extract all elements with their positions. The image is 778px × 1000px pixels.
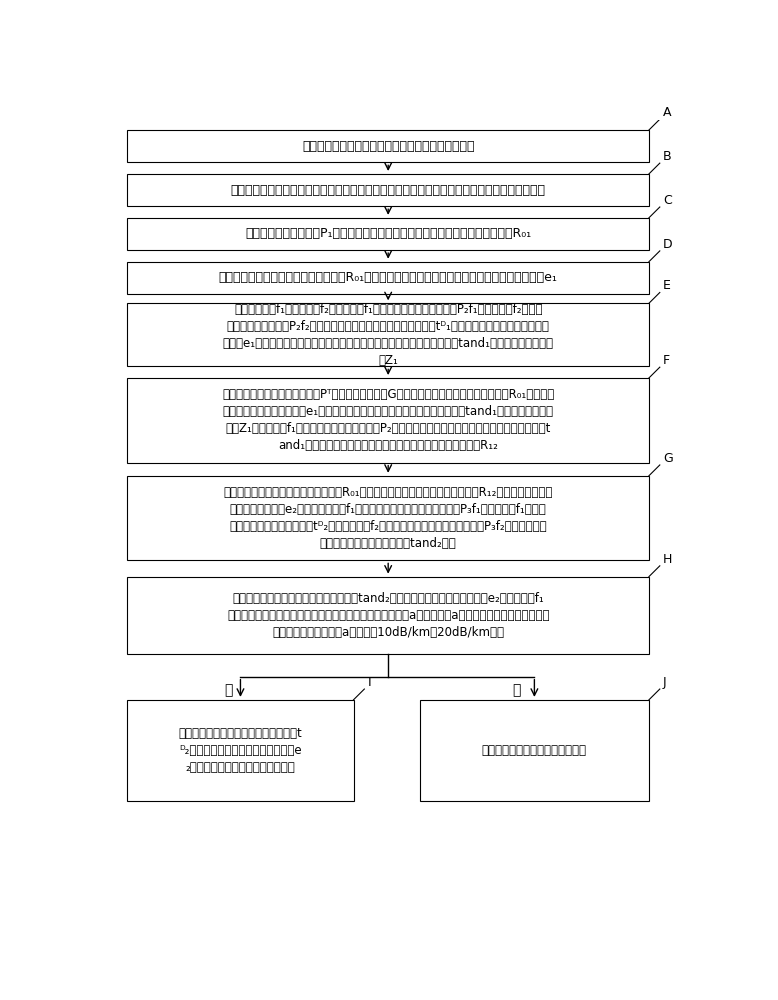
Bar <box>128 218 649 250</box>
Bar <box>128 130 649 162</box>
Bar <box>128 262 649 294</box>
Text: H: H <box>663 553 672 566</box>
Text: E: E <box>663 279 671 292</box>
Text: 由接收天线接收由火星表面返回的所述双频雷达信号的回波信号，由该回波信号中提取多个参数: 由接收天线接收由火星表面返回的所述双频雷达信号的回波信号，由该回波信号中提取多个… <box>230 184 545 197</box>
Text: 是: 是 <box>224 683 233 697</box>
Bar <box>128 303 649 366</box>
Bar <box>128 577 649 654</box>
Text: F: F <box>663 354 670 367</box>
Bar <box>420 700 649 801</box>
Text: 根据雷达波在火星表面产生的反射系数R₀₁和雷达波在火星次表面产生的反射系数R₁₂，求得火星次表层
介质相对介电常数e₂；根据第一频率f₁的第三个回波的雷达回波信: 根据雷达波在火星表面产生的反射系数R₀₁和雷达波在火星次表面产生的反射系数R₁₂… <box>223 486 553 550</box>
Text: J: J <box>663 676 667 689</box>
Bar <box>128 700 353 801</box>
Text: G: G <box>663 452 672 465</box>
Bar <box>128 378 649 463</box>
Bar <box>128 476 649 560</box>
Text: A: A <box>663 106 671 119</box>
Text: 根据第一频率f₁、第二频率f₂、第一频率f₁的雷达次表面回波信号幅度P₂f₁、第二频率f₂的雷达
次表面回波信号幅度P₂f₂、雷达波在火星表面覆盖层中的传播延时: 根据第一频率f₁、第二频率f₂、第一频率f₁的雷达次表面回波信号幅度P₂f₁、第… <box>223 303 554 367</box>
Text: B: B <box>663 150 671 163</box>
Text: D: D <box>663 238 672 251</box>
Text: 根据雷达波在火星表面产生的反射系数R₀₁，按照以下公式求得火星表面覆盖层介质相对介电常数e₁: 根据雷达波在火星表面产生的反射系数R₀₁，按照以下公式求得火星表面覆盖层介质相对… <box>219 271 558 284</box>
Text: 否: 否 <box>512 683 520 697</box>
Text: 根据雷达波在火星次表层中的传播延时t
ᴰ₂以及火星次表层介质相对介电常数e
₂，求得火星次表层，即冰层的厚度: 根据雷达波在火星次表层中的传播延时t ᴰ₂以及火星次表层介质相对介电常数e ₂，… <box>179 727 303 774</box>
Text: 根据雷达表面回波功率P₁，按照以下公式求得雷达波在火星表面产生的反射系数R₀₁: 根据雷达表面回波功率P₁，按照以下公式求得雷达波在火星表面产生的反射系数R₀₁ <box>245 227 531 240</box>
Text: 通过发射天线向火星表面发射周期性的双频雷达信号: 通过发射天线向火星表面发射周期性的双频雷达信号 <box>302 140 475 153</box>
Text: C: C <box>663 194 671 207</box>
Bar <box>128 174 649 206</box>
Text: 根据双频雷达信号的发射功率为Pᵀ、收发天线增益为G、雷达波在火星表面产生的反射系数R₀₁、火星表
面覆盖层介质相对介电常数e₁、雷达波在火星表面覆盖层传播时的损: 根据双频雷达信号的发射功率为Pᵀ、收发天线增益为G、雷达波在火星表面产生的反射系… <box>222 388 554 452</box>
Text: 判断火星上不存在冰层，流程结束: 判断火星上不存在冰层，流程结束 <box>482 744 587 757</box>
Text: I: I <box>367 676 371 689</box>
Text: 根据雷达波在次表层传播时的损耗角正切tand₂，火星次表层介质相对介电常数e₂，雷达频率f₁
，按照以下公式计算出火星次表层介质中电磁波的衰减常数a的值，根据a: 根据雷达波在次表层传播时的损耗角正切tand₂，火星次表层介质相对介电常数e₂，… <box>227 592 549 639</box>
